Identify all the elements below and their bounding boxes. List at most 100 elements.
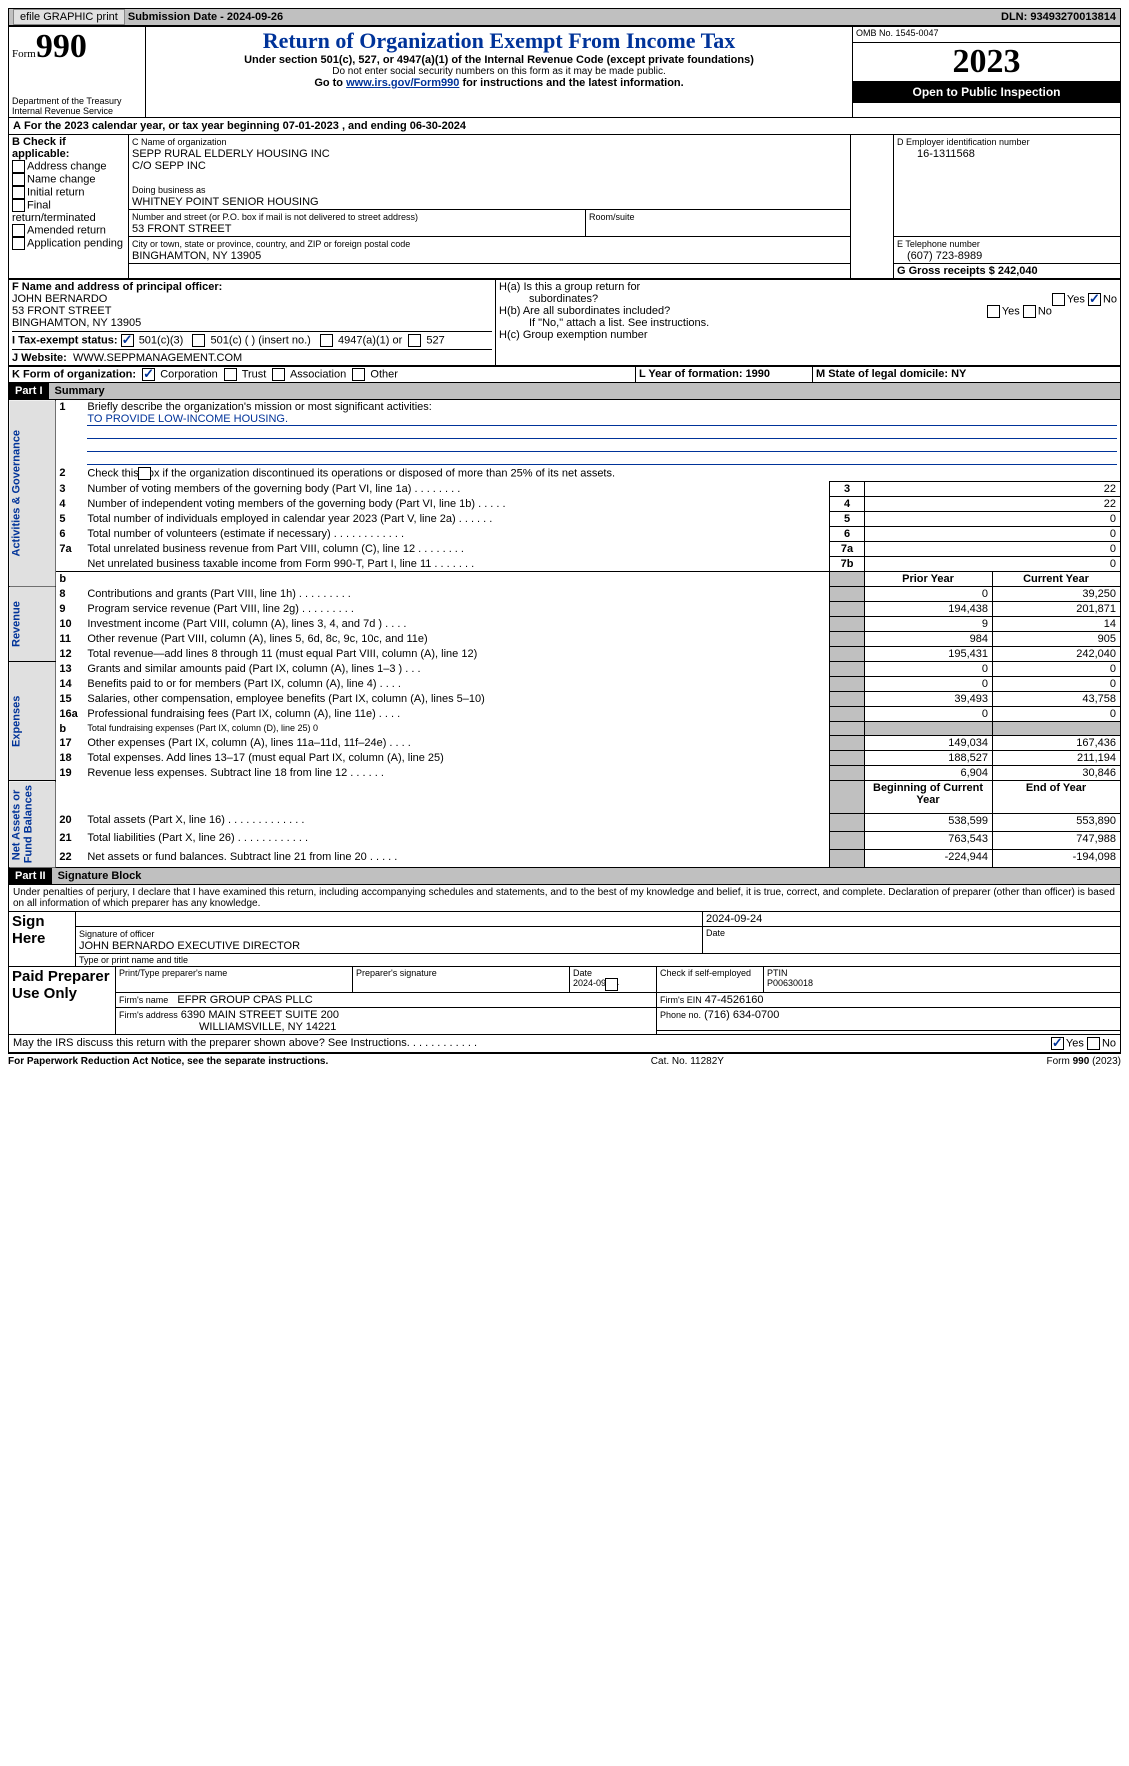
- k-assoc[interactable]: [272, 368, 285, 381]
- v3: 22: [865, 482, 1121, 497]
- l14: Benefits paid to or for members (Part IX…: [84, 677, 829, 692]
- l16b: Total fundraising expenses (Part IX, col…: [84, 722, 829, 736]
- k-corp[interactable]: [142, 368, 155, 381]
- ha-yes[interactable]: [1052, 293, 1065, 306]
- l7a: Total unrelated business revenue from Pa…: [84, 542, 829, 557]
- form-number: 990: [36, 28, 87, 65]
- tax-year: 2023: [853, 43, 1120, 81]
- l21: Total liabilities (Part X, line 26) . . …: [84, 831, 829, 849]
- f-label: F Name and address of principal officer:: [12, 281, 222, 293]
- c19: 30,846: [993, 766, 1121, 781]
- ph5: PTIN: [767, 968, 788, 978]
- k-trust[interactable]: [224, 368, 237, 381]
- dept-treasury: Department of the Treasury: [12, 96, 142, 106]
- chk-pending[interactable]: [12, 237, 25, 250]
- summary-table: Activities & Governance 1 Briefly descri…: [8, 400, 1121, 868]
- sign-here: Sign Here: [9, 912, 76, 967]
- c14: 0: [993, 677, 1121, 692]
- chk-address-change[interactable]: [12, 160, 25, 173]
- b-opt-1: Name change: [27, 173, 96, 185]
- chk-initial[interactable]: [12, 186, 25, 199]
- k-other[interactable]: [352, 368, 365, 381]
- i-o4: 527: [426, 334, 444, 346]
- l19: Revenue less expenses. Subtract line 18 …: [84, 766, 829, 781]
- b-opt-4: Amended return: [27, 224, 106, 236]
- faddr-label: Firm's address: [119, 1010, 178, 1020]
- p14: 0: [865, 677, 993, 692]
- form-word: Form: [12, 48, 36, 60]
- k-o1: Corporation: [160, 368, 217, 380]
- vert-rev: Revenue: [9, 587, 56, 662]
- perjury: Under penalties of perjury, I declare th…: [8, 885, 1121, 912]
- no-lbl2: No: [1038, 305, 1052, 317]
- irs-label: Internal Revenue Service: [12, 106, 142, 116]
- l22: Net assets or fund balances. Subtract li…: [84, 850, 829, 868]
- goto-suffix: for instructions and the latest informat…: [459, 77, 683, 89]
- i-o3: 4947(a)(1) or: [338, 334, 402, 346]
- website: WWW.SEPPMANAGEMENT.COM: [73, 352, 242, 364]
- ph4: Check if self-employed: [660, 968, 751, 978]
- l15: Salaries, other compensation, employee b…: [84, 692, 829, 707]
- ha-no[interactable]: [1088, 293, 1101, 306]
- p8: 0: [865, 587, 993, 602]
- m-state: M State of legal domicile: NY: [813, 367, 1121, 383]
- p10: 9: [865, 617, 993, 632]
- p11: 984: [865, 632, 993, 647]
- p19: 6,904: [865, 766, 993, 781]
- dn: No: [1102, 1038, 1116, 1050]
- part2-hdr: Part II: [9, 868, 52, 884]
- chk-amended[interactable]: [12, 224, 25, 237]
- dba-label: Doing business as: [132, 185, 206, 195]
- l2-chk[interactable]: [138, 467, 151, 480]
- footer-left: For Paperwork Reduction Act Notice, see …: [8, 1056, 328, 1067]
- sign-date: 2024-09-24: [703, 912, 1121, 927]
- vert-na: Net Assets or Fund Balances: [9, 781, 56, 868]
- l10: Investment income (Part VIII, column (A)…: [84, 617, 829, 632]
- chk-name-change[interactable]: [12, 173, 25, 186]
- type-label: Type or print name and title: [76, 954, 1121, 967]
- b-opt-5: Application pending: [27, 237, 123, 249]
- phone: (607) 723-8989: [897, 250, 1117, 262]
- b-label: B Check if applicable:: [12, 136, 69, 160]
- irs-link[interactable]: www.irs.gov/Form990: [346, 77, 459, 89]
- yes-lbl: Yes: [1067, 293, 1085, 305]
- l9: Program service revenue (Part VIII, line…: [84, 602, 829, 617]
- chk-self-emp[interactable]: [605, 978, 618, 991]
- prior-hdr: Prior Year: [865, 572, 993, 587]
- discuss-yes[interactable]: [1051, 1037, 1064, 1050]
- hb-note: If "No," attach a list. See instructions…: [499, 317, 709, 329]
- p17: 149,034: [865, 736, 993, 751]
- c9: 201,871: [993, 602, 1121, 617]
- chk-4947[interactable]: [320, 334, 333, 347]
- l4: Number of independent voting members of …: [84, 497, 829, 512]
- l11: Other revenue (Part VIII, column (A), li…: [84, 632, 829, 647]
- p20: 538,599: [865, 813, 993, 831]
- efile-button[interactable]: efile GRAPHIC print: [13, 9, 125, 25]
- l18: Total expenses. Add lines 13–17 (must eq…: [84, 751, 829, 766]
- city: BINGHAMTON, NY 13905: [132, 250, 261, 262]
- c21: 747,988: [993, 831, 1121, 849]
- chk-527[interactable]: [408, 334, 421, 347]
- b-opt-2: Initial return: [27, 186, 84, 198]
- chk-final[interactable]: [12, 199, 25, 212]
- hb-no[interactable]: [1023, 305, 1036, 318]
- v6: 0: [865, 527, 1121, 542]
- l13: Grants and similar amounts paid (Part IX…: [84, 662, 829, 677]
- chk-501c[interactable]: [192, 334, 205, 347]
- ph2: Preparer's signature: [353, 967, 570, 993]
- v5: 0: [865, 512, 1121, 527]
- p13: 0: [865, 662, 993, 677]
- e-label: E Telephone number: [897, 239, 980, 249]
- boy-hdr: Beginning of Current Year: [865, 781, 993, 814]
- v4: 22: [865, 497, 1121, 512]
- form-title: Return of Organization Exempt From Incom…: [149, 28, 849, 54]
- discuss-no[interactable]: [1087, 1037, 1100, 1050]
- p16a: 0: [865, 707, 993, 722]
- c15: 43,758: [993, 692, 1121, 707]
- ha-label: H(a) Is this a group return for: [499, 281, 640, 293]
- hb-yes[interactable]: [987, 305, 1000, 318]
- dba: WHITNEY POINT SENIOR HOUSING: [132, 196, 319, 208]
- chk-501c3[interactable]: [121, 334, 134, 347]
- omb: OMB No. 1545-0047: [853, 27, 1121, 43]
- l1-text: Briefly describe the organization's miss…: [87, 401, 431, 413]
